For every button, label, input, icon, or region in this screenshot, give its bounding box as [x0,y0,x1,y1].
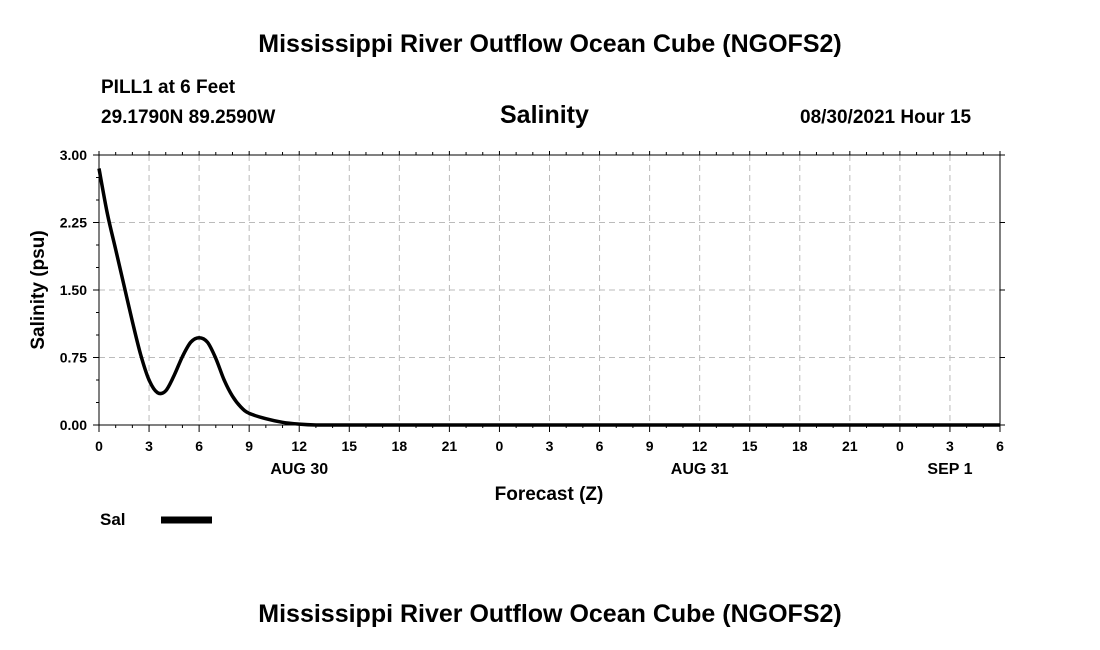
day-label: SEP 1 [927,461,972,478]
x-tick-label: 3 [145,438,153,454]
y-tick-label: 0.75 [60,350,87,366]
x-tick-label: 15 [341,438,357,454]
station-label: PILL1 at 6 Feet [101,77,236,98]
x-tick-label: 0 [95,438,103,454]
legend: Sal [100,510,212,529]
y-axis-ticks: 0.00 0.75 1.50 2.25 3.00 [60,147,1005,433]
x-tick-label: 6 [996,438,1004,454]
variable-title: Salinity [500,101,589,129]
y-axis-label: Salinity (psu) [28,230,49,349]
datetime-label: 08/30/2021 Hour 15 [800,107,972,128]
day-labels: AUG 30 AUG 31 SEP 1 [270,461,972,478]
x-tick-label: 9 [245,438,253,454]
x-tick-label: 6 [596,438,604,454]
salinity-chart: 0.00 0.75 1.50 2.25 3.00 0 3 6 9 12 15 18 21 0 3 6 9 12 1… [28,147,1005,529]
x-tick-label: 3 [546,438,554,454]
chart-title-bottom: Mississippi River Outflow Ocean Cube (NG… [258,600,842,628]
x-axis-label: Forecast (Z) [495,484,604,505]
day-label: AUG 30 [270,461,328,478]
x-tick-label: 6 [195,438,203,454]
legend-label: Sal [100,510,126,529]
x-tick-label: 21 [442,438,458,454]
x-tick-label: 0 [896,438,904,454]
chart-title-top: Mississippi River Outflow Ocean Cube (NG… [258,30,842,58]
y-tick-label: 0.00 [60,417,87,433]
day-label: AUG 31 [671,461,729,478]
x-tick-label: 3 [946,438,954,454]
coordinates-label: 29.1790N 89.2590W [101,107,276,128]
x-tick-label: 9 [646,438,654,454]
x-tick-label: 21 [842,438,858,454]
x-tick-label: 0 [496,438,504,454]
x-tick-label: 15 [742,438,758,454]
grid-lines [99,155,1000,425]
plot-frame [98,154,1001,426]
y-tick-label: 1.50 [60,282,87,298]
x-tick-label: 12 [692,438,708,454]
x-tick-label: 18 [792,438,808,454]
y-tick-label: 3.00 [60,147,87,163]
x-tick-label: 12 [291,438,307,454]
x-tick-label: 18 [392,438,408,454]
y-tick-label: 2.25 [60,215,87,231]
